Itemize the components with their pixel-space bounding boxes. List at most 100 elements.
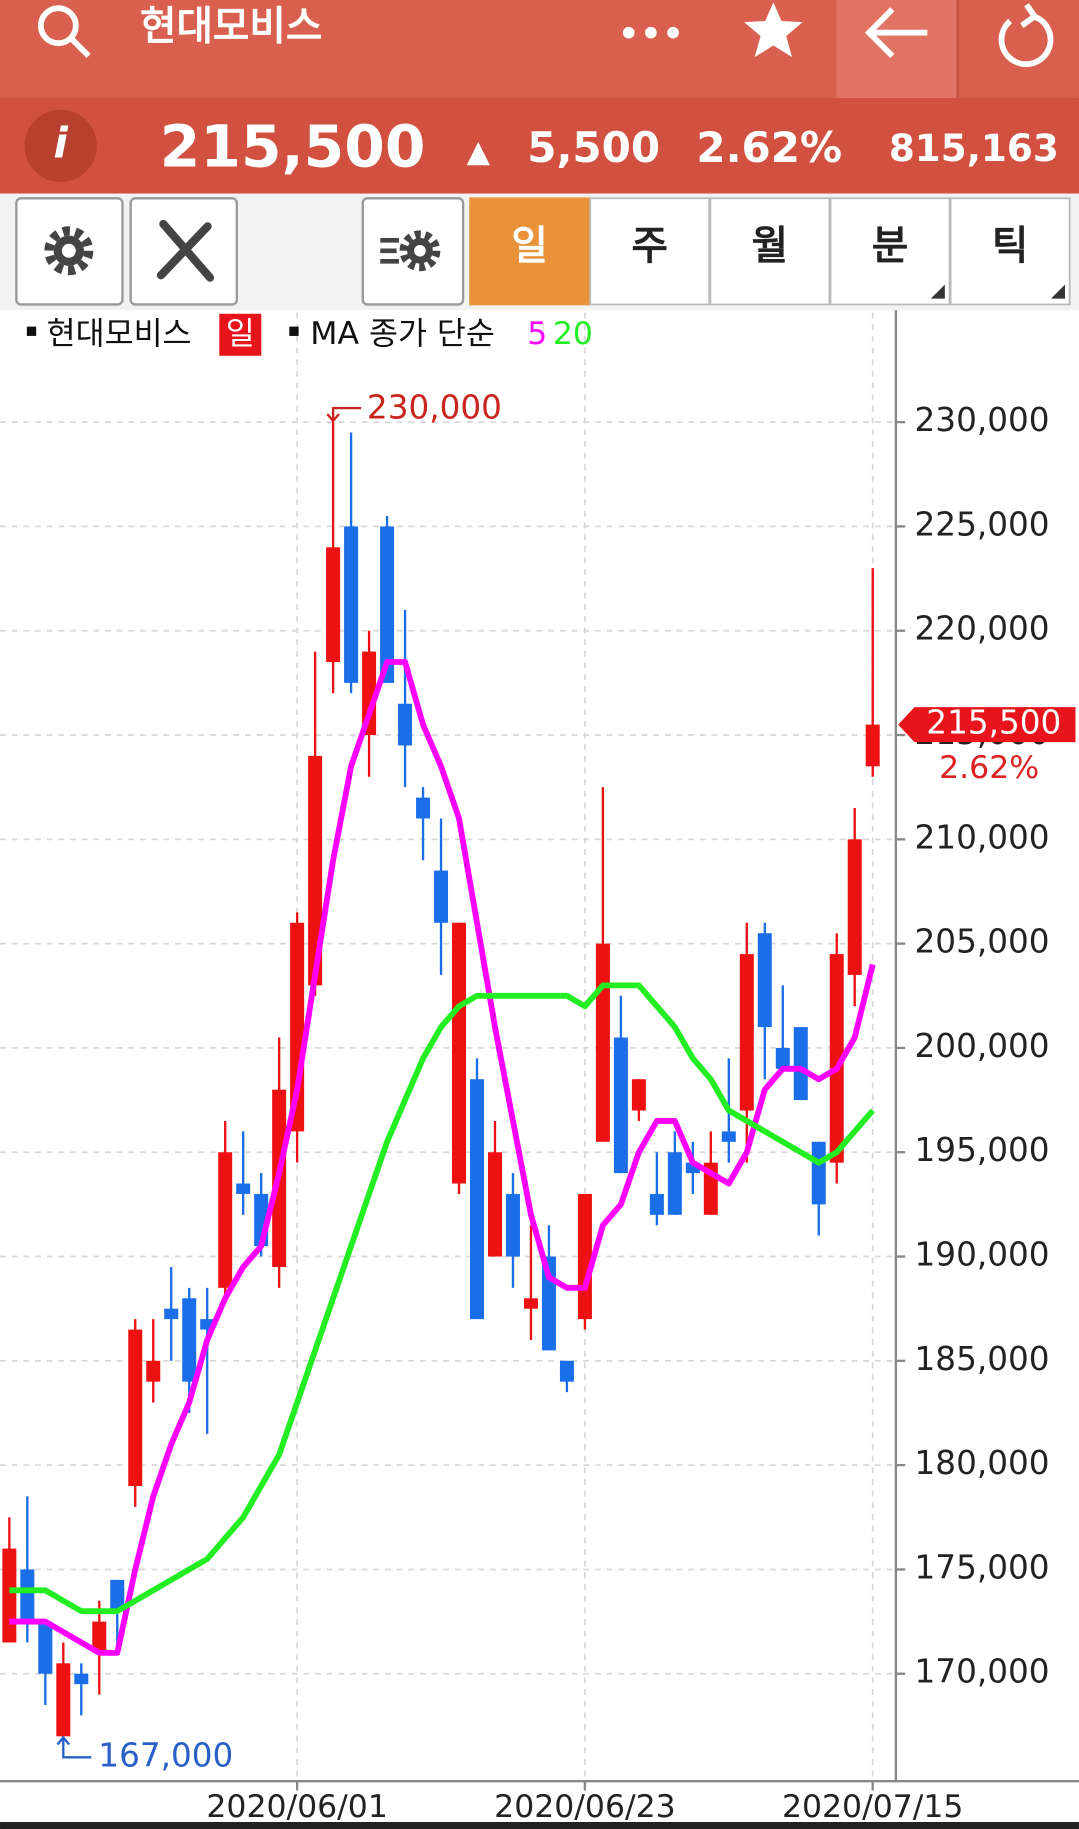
y-tick-label: 200,000: [915, 1027, 1050, 1065]
favorite-icon[interactable]: [744, 2, 803, 58]
legend-period: 일: [226, 316, 255, 352]
candle-body: [667, 1152, 682, 1215]
settings-icon: [44, 226, 94, 276]
period-tab-label[interactable]: 분: [872, 223, 908, 269]
legend-period-box: [219, 313, 262, 356]
candle-body: [434, 870, 449, 923]
period-tab-label[interactable]: 월: [752, 223, 788, 269]
candle-body: [559, 1360, 574, 1382]
y-tick-label: 225,000: [915, 505, 1050, 543]
candle-body: [362, 651, 377, 736]
period-tab-label[interactable]: 일: [511, 223, 547, 269]
high-label: 230,000: [367, 388, 502, 426]
high-marker-head: [326, 413, 340, 423]
period-tab[interactable]: [709, 197, 831, 306]
candle-body: [200, 1319, 215, 1330]
ma-line: [9, 982, 875, 1615]
candle-body: [685, 1162, 700, 1174]
candle-body: [2, 1548, 17, 1643]
y-tick-label: 230,000: [915, 401, 1050, 439]
candle-body: [308, 755, 323, 986]
low-label: 167,000: [98, 1736, 233, 1774]
period-tab-label[interactable]: 틱: [992, 223, 1028, 269]
low-marker: [62, 1738, 92, 1759]
candle-body: [470, 1079, 485, 1320]
chart: 170,000 175,000 180,000 185,000 190,000 195,0…: [0, 312, 1050, 1825]
candle-body: [613, 1037, 628, 1174]
y-tick-label: 170,000: [915, 1653, 1050, 1691]
period-tab[interactable]: [949, 197, 1071, 306]
candle-body: [847, 839, 862, 975]
candle-body: [829, 954, 844, 1163]
candle-body: [146, 1360, 161, 1382]
candle-body: [631, 1079, 646, 1111]
x-tick-label: 2020/07/15: [782, 1789, 963, 1825]
change-rate: 2.62%: [696, 123, 842, 172]
y-tick-label: 175,000: [915, 1548, 1050, 1586]
price-change: 5,500: [527, 123, 660, 172]
y-tick-label: 185,000: [915, 1340, 1050, 1378]
x-tick-label: 2020/06/01: [206, 1789, 387, 1825]
y-tick-label: 205,000: [915, 923, 1050, 961]
candle-body: [380, 526, 395, 683]
candle-body: [56, 1663, 71, 1737]
period-tab[interactable]: [589, 197, 711, 306]
low-marker-head: [56, 1735, 71, 1746]
candle-body: [775, 1047, 790, 1069]
candle-body: [128, 1329, 143, 1487]
high-marker: [331, 406, 362, 420]
more-icon[interactable]: [622, 26, 679, 39]
legend-ma5: 5: [527, 316, 547, 352]
back-button-bg[interactable]: [836, 0, 958, 98]
candle-body: [182, 1298, 197, 1382]
indicator-icon: [380, 230, 441, 272]
y-tick-label: 195,000: [915, 1131, 1050, 1169]
info-icon[interactable]: i: [53, 118, 68, 167]
back-icon[interactable]: [864, 7, 928, 59]
legend-symbol: 현대모비스: [47, 316, 192, 352]
quote-bar: [0, 97, 1079, 194]
period-tab[interactable]: [469, 197, 590, 306]
legend-bullet: [289, 326, 299, 336]
y-tick-label: 210,000: [915, 818, 1050, 856]
y-tick-label: 190,000: [915, 1236, 1050, 1274]
candle-body: [793, 1027, 808, 1101]
candle-body: [487, 1152, 502, 1257]
period-tab-label[interactable]: 주: [631, 223, 667, 269]
y-tick-label: 220,000: [915, 610, 1050, 648]
refresh-icon[interactable]: [998, 2, 1054, 68]
candle-body: [649, 1193, 664, 1215]
legend-ma-label: MA 종가 단순: [310, 316, 495, 352]
candle-body: [505, 1193, 520, 1257]
current-price: 215,500: [160, 113, 426, 181]
legend-bullet: [26, 326, 37, 336]
y-tick-label: 180,000: [915, 1444, 1050, 1482]
candle-body: [865, 724, 880, 767]
candle-body: [92, 1621, 107, 1653]
x-tick-label: 2020/06/23: [494, 1789, 675, 1825]
candle-body: [452, 922, 467, 1184]
last-change-label: 2.62%: [939, 750, 1039, 786]
candle-body: [38, 1621, 53, 1674]
bottom-edge: [0, 1822, 1079, 1829]
candle-body: [218, 1152, 233, 1288]
candle-body: [110, 1579, 125, 1612]
candle-body: [523, 1298, 538, 1309]
candle-body: [416, 797, 431, 819]
stock-title[interactable]: 현대모비스: [140, 4, 322, 50]
last-price-tag: [898, 707, 1076, 743]
candle-body: [344, 526, 359, 683]
search-icon[interactable]: [37, 5, 91, 59]
info-button[interactable]: [24, 109, 97, 182]
candle-body: [20, 1569, 35, 1622]
candle-body: [398, 703, 413, 746]
candle-body: [739, 954, 754, 1111]
last-price-label: 215,500: [926, 704, 1061, 742]
candle-body: [721, 1131, 736, 1142]
period-tab[interactable]: [829, 197, 951, 306]
candle-body: [236, 1183, 251, 1194]
candle-body: [74, 1673, 89, 1685]
candle-body: [164, 1308, 179, 1320]
